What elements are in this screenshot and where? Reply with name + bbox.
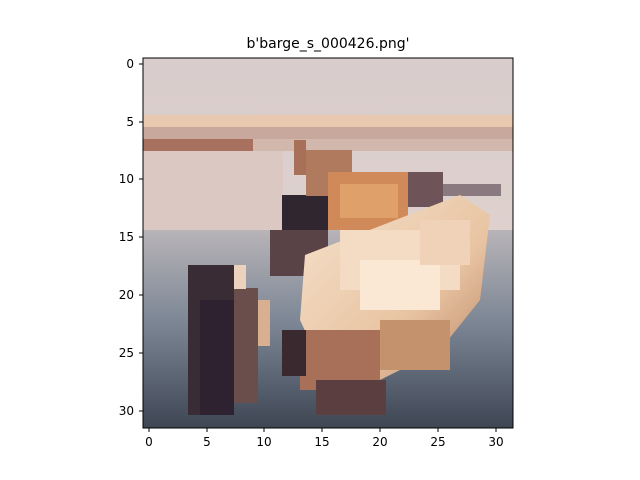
axes-frame — [142, 57, 514, 429]
y-tick-label: 5 — [126, 115, 134, 129]
y-tick-label: 10 — [119, 172, 134, 186]
x-tick-label: 10 — [256, 435, 271, 449]
x-tick-label: 15 — [314, 435, 329, 449]
x-tick-label: 0 — [145, 435, 153, 449]
y-tick-label: 20 — [119, 288, 134, 302]
y-tick-label: 30 — [119, 404, 134, 418]
y-tick-label: 15 — [119, 230, 134, 244]
photo-image — [143, 58, 513, 428]
x-tick-label: 20 — [372, 435, 387, 449]
x-tick-label: 5 — [203, 435, 211, 449]
x-tick-label: 30 — [488, 435, 503, 449]
x-axis: 0 5 10 15 20 25 30 — [145, 428, 504, 449]
y-axis: 0 5 10 15 20 25 30 — [119, 57, 143, 418]
y-tick-label: 0 — [126, 57, 134, 71]
x-tick-label: 25 — [430, 435, 445, 449]
y-tick-label: 25 — [119, 346, 134, 360]
chart-title: b'barge_s_000426.png' — [247, 36, 410, 52]
